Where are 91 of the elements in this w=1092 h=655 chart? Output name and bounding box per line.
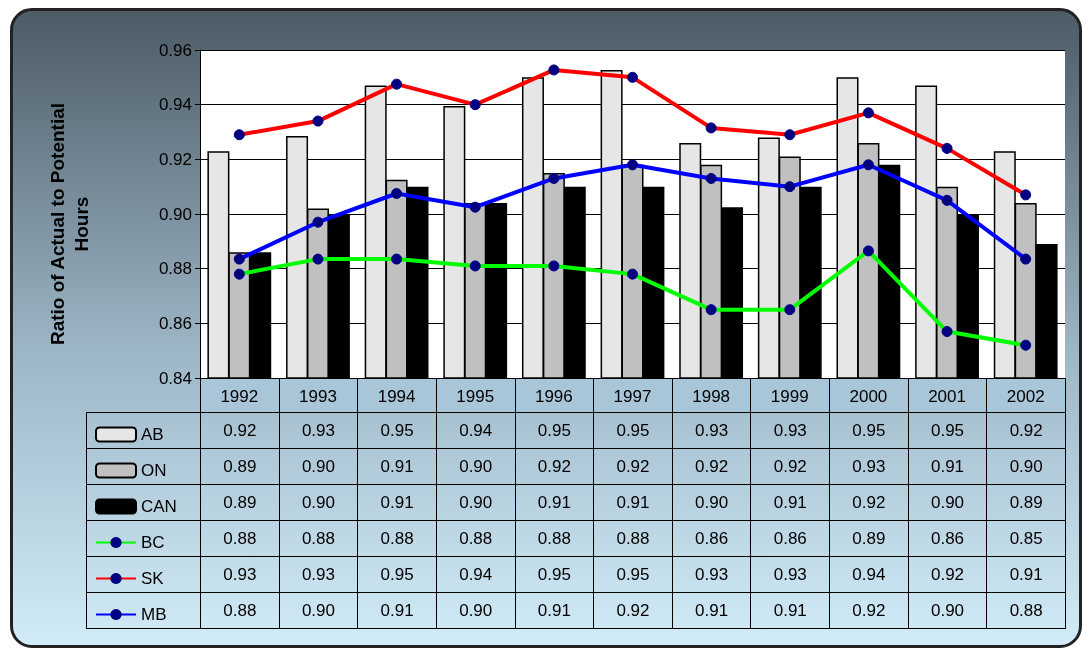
data-label: 0.88	[435, 520, 516, 557]
x-tick-label: 1994	[377, 387, 416, 406]
data-label: 0.92	[200, 412, 280, 449]
data-label: 0.90	[671, 484, 752, 521]
x-tick-label: 1996	[534, 387, 573, 406]
legend-label: CAN	[141, 497, 177, 516]
data-label: 0.91	[593, 484, 673, 521]
data-label: 0.95	[357, 556, 437, 593]
x-tick-label: 1995	[456, 387, 495, 406]
data-label: 0.91	[907, 448, 988, 485]
data-label: 0.92	[593, 592, 673, 629]
data-label: 0.91	[514, 592, 595, 629]
data-label: 0.91	[357, 448, 437, 485]
data-label: 0.95	[514, 556, 595, 593]
data-label: 0.91	[357, 484, 437, 521]
data-label: 0.94	[435, 412, 516, 449]
data-label: 0.93	[829, 448, 909, 485]
x-tick-label: 1999	[770, 387, 809, 406]
data-label: 0.93	[278, 556, 359, 593]
y-tick-label: 0.92	[158, 149, 192, 169]
data-label: 0.93	[671, 556, 752, 593]
data-label: 0.92	[907, 556, 988, 593]
data-label: 0.89	[986, 484, 1066, 521]
data-label: 0.93	[750, 556, 831, 593]
data-label: 0.93	[278, 412, 359, 449]
data-label: 0.92	[750, 448, 831, 485]
data-label: 0.95	[829, 412, 909, 449]
x-tick-label: 1992	[220, 387, 259, 406]
data-label: 0.95	[357, 412, 437, 449]
data-label: 0.88	[200, 520, 280, 557]
data-label: 0.89	[200, 448, 280, 485]
data-label: 0.91	[514, 484, 595, 521]
data-label: 0.92	[593, 448, 673, 485]
data-label: 0.94	[435, 556, 516, 593]
data-label: 0.85	[986, 520, 1066, 557]
data-label: 0.95	[514, 412, 595, 449]
data-label: 0.90	[435, 448, 516, 485]
data-label: 0.93	[671, 412, 752, 449]
data-label: 0.90	[278, 592, 359, 629]
data-label: 0.86	[750, 520, 831, 557]
data-label: 0.90	[435, 484, 516, 521]
data-label: 0.88	[593, 520, 673, 557]
y-tick-label: 0.96	[158, 40, 192, 60]
data-label: 0.88	[200, 592, 280, 629]
legend-label: BC	[141, 533, 165, 552]
data-label: 0.90	[907, 592, 988, 629]
data-label: 0.95	[593, 412, 673, 449]
data-label: 0.88	[357, 520, 437, 557]
data-label: 0.91	[750, 484, 831, 521]
data-label: 0.86	[671, 520, 752, 557]
data-label: 0.88	[986, 592, 1066, 629]
data-label: 0.94	[829, 556, 909, 593]
y-tick-label: 0.90	[158, 204, 192, 224]
x-tick-label: 1993	[299, 387, 337, 406]
data-label: 0.88	[514, 520, 595, 557]
legend-label: ON	[141, 461, 167, 480]
data-label: 0.93	[200, 556, 280, 593]
data-label: 0.95	[907, 412, 988, 449]
x-tick-label: 2000	[849, 387, 888, 406]
x-tick-label: 2002	[1006, 387, 1045, 406]
data-label: 0.91	[671, 592, 752, 629]
x-tick-label: 1998	[692, 387, 731, 406]
data-label: 0.92	[671, 448, 752, 485]
data-label: 0.89	[829, 520, 909, 557]
y-tick-label: 0.88	[158, 259, 192, 279]
legend-label: SK	[141, 569, 165, 588]
data-label: 0.90	[435, 592, 516, 629]
data-label: 0.90	[278, 484, 359, 521]
data-label: 0.86	[907, 520, 988, 557]
x-tick-label: 1997	[613, 387, 652, 406]
data-label: 0.92	[514, 448, 595, 485]
legend-label: AB	[141, 425, 164, 444]
data-label: 0.92	[829, 592, 909, 629]
data-label: 0.91	[986, 556, 1066, 593]
data-label: 0.91	[750, 592, 831, 629]
y-tick-label: 0.94	[158, 95, 192, 115]
data-label: 0.93	[750, 412, 831, 449]
data-label: 0.90	[907, 484, 988, 521]
y-axis-title: Ratio of Actual to Potential Hours	[46, 101, 93, 348]
data-label: 0.92	[829, 484, 909, 521]
x-tick-label: 2001	[928, 387, 966, 406]
data-label: 0.92	[986, 412, 1066, 449]
data-label: 0.91	[357, 592, 437, 629]
data-label: 0.89	[200, 484, 280, 521]
data-label: 0.88	[278, 520, 359, 557]
legend-label: MB	[141, 605, 167, 624]
data-label: 0.90	[278, 448, 359, 485]
data-label: 0.95	[593, 556, 673, 593]
y-tick-label: 0.84	[158, 368, 192, 388]
data-label: 0.90	[986, 448, 1066, 485]
y-tick-label: 0.86	[158, 313, 192, 333]
